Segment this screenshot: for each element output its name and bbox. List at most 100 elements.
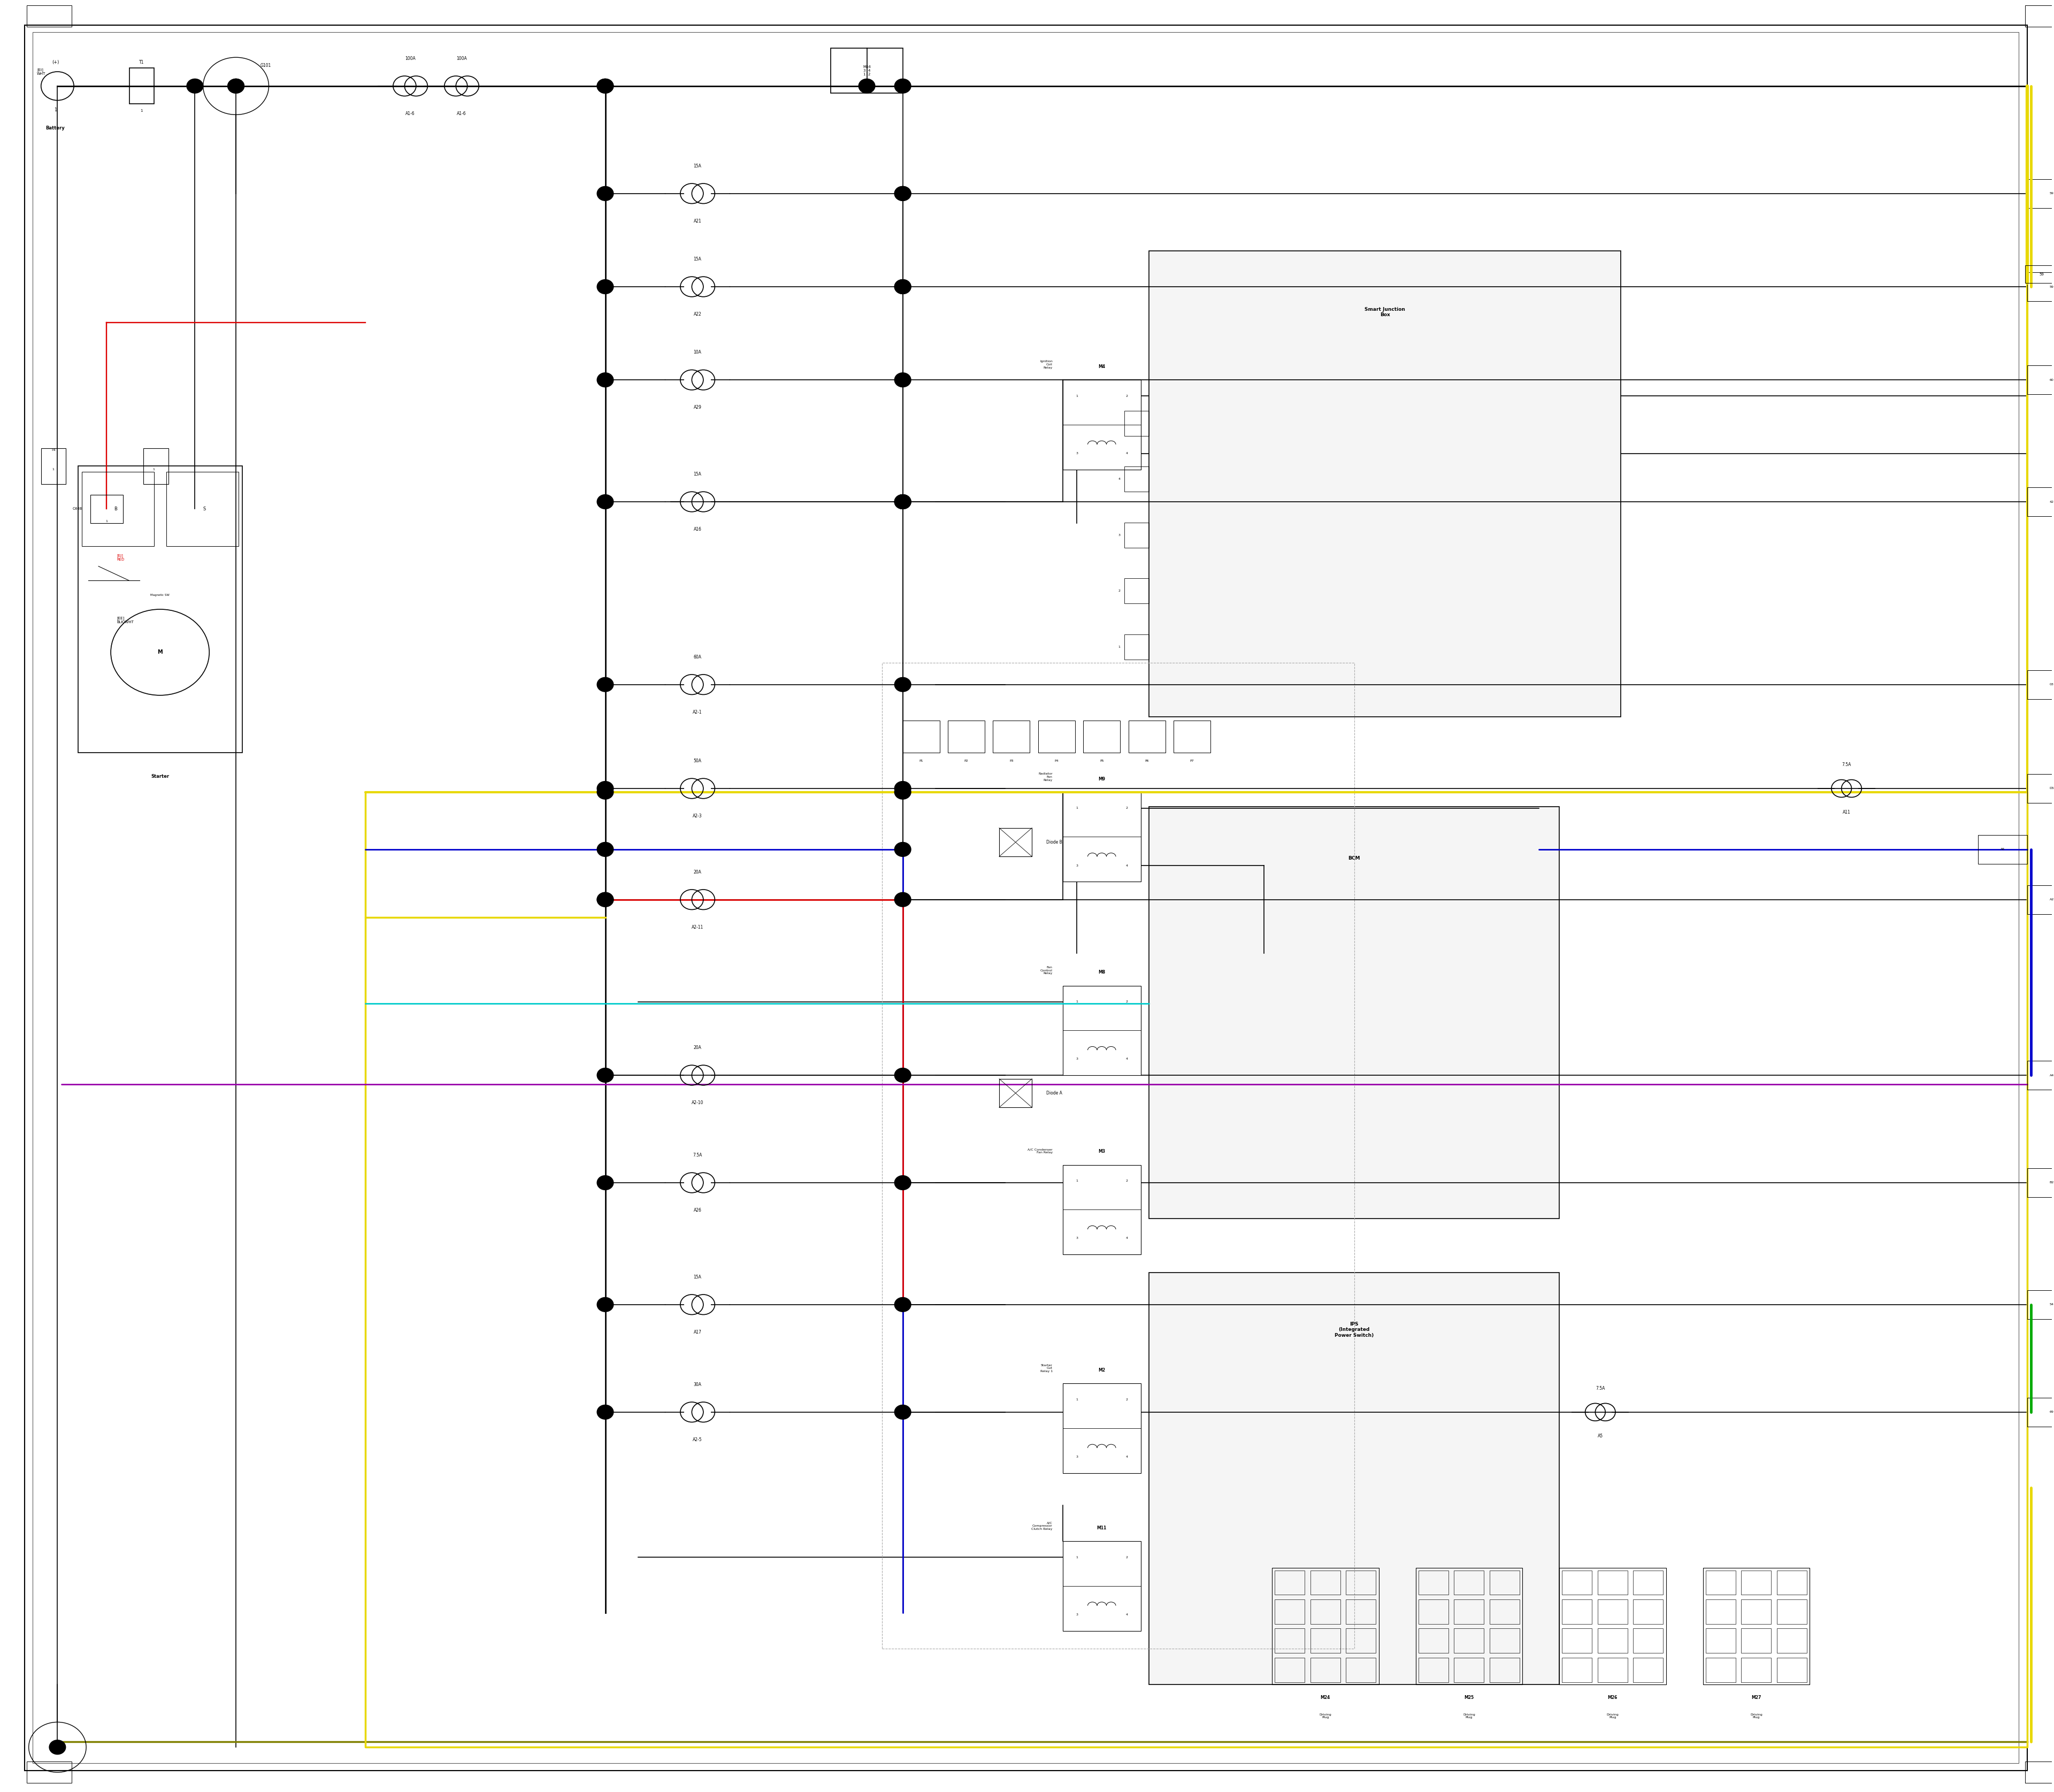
Bar	[1082, 720, 1119, 753]
Text: 69: 69	[2050, 1410, 2054, 1414]
Bar	[1454, 1600, 1483, 1624]
Circle shape	[896, 79, 910, 93]
Bar	[1703, 1568, 1810, 1684]
Bar	[1742, 1600, 1771, 1624]
Text: Ignition
Coil
Relay: Ignition Coil Relay	[1039, 360, 1052, 369]
Text: 2: 2	[1126, 394, 1128, 398]
Text: A2-11: A2-11	[692, 925, 705, 930]
Text: M: M	[158, 650, 162, 654]
Bar	[1310, 1629, 1341, 1652]
Bar	[1271, 1568, 1378, 1684]
Text: T4: T4	[51, 448, 55, 452]
Circle shape	[896, 781, 910, 796]
Bar	[1598, 1600, 1627, 1624]
Text: Driving
Plug: Driving Plug	[1319, 1713, 1331, 1719]
Text: P6: P6	[1144, 760, 1148, 762]
Text: B: B	[115, 507, 117, 511]
Text: 7.5A: 7.5A	[692, 1152, 702, 1158]
Bar	[1489, 1600, 1520, 1624]
Text: A21: A21	[694, 219, 702, 224]
Text: A4: A4	[2050, 1073, 2054, 1077]
Bar	[2027, 1398, 2054, 1426]
Text: P7: P7	[1189, 760, 1193, 762]
Text: M2: M2	[1099, 1367, 1105, 1373]
Text: 3: 3	[1076, 1057, 1078, 1061]
Text: BCM: BCM	[1347, 857, 1360, 860]
Bar	[1148, 251, 1621, 717]
Bar	[1124, 634, 1148, 659]
Bar	[1742, 1658, 1771, 1683]
Bar	[992, 720, 1029, 753]
Text: 50A: 50A	[694, 758, 702, 763]
Text: 15A: 15A	[694, 471, 702, 477]
Bar	[902, 720, 939, 753]
Bar	[1742, 1570, 1771, 1595]
Bar	[1705, 1570, 1736, 1595]
Circle shape	[896, 785, 910, 799]
Text: Driving
Plug: Driving Plug	[1750, 1713, 1762, 1719]
Text: 1: 1	[140, 109, 144, 113]
Text: 15A: 15A	[694, 256, 702, 262]
Circle shape	[896, 495, 910, 509]
Bar	[1563, 1658, 1592, 1683]
Bar	[2025, 1762, 2054, 1783]
Text: M25: M25	[1465, 1695, 1475, 1701]
Text: A1-6: A1-6	[456, 111, 466, 116]
Bar	[1128, 720, 1165, 753]
Bar	[1742, 1629, 1771, 1652]
Bar	[1310, 1570, 1341, 1595]
Text: A11: A11	[1842, 810, 1851, 815]
Bar	[1276, 1629, 1304, 1652]
Text: 1: 1	[1076, 1179, 1078, 1183]
Text: A26: A26	[694, 1208, 702, 1213]
Bar	[1062, 1165, 1140, 1254]
Text: A2-5: A2-5	[692, 1437, 702, 1443]
Text: A5: A5	[1598, 1434, 1602, 1439]
Text: Magnetic SW: Magnetic SW	[150, 593, 170, 597]
Bar	[998, 828, 1031, 857]
Text: 100A: 100A	[405, 56, 415, 61]
Text: M27: M27	[1752, 1695, 1760, 1701]
Text: 60: 60	[2050, 378, 2054, 382]
Bar	[1415, 1568, 1522, 1684]
Bar	[1563, 1600, 1592, 1624]
Text: 3: 3	[1076, 864, 1078, 867]
Text: P5: P5	[1099, 760, 1103, 762]
Bar	[1345, 1570, 1376, 1595]
Circle shape	[598, 1176, 614, 1190]
Text: Starter: Starter	[150, 774, 168, 780]
Circle shape	[896, 373, 910, 387]
Bar	[1978, 835, 2027, 864]
Text: 59: 59	[2050, 285, 2054, 289]
Text: 3: 3	[1076, 1236, 1078, 1240]
Bar	[1563, 1570, 1592, 1595]
Text: Diode A: Diode A	[1045, 1091, 1062, 1095]
Text: 20A: 20A	[694, 1045, 702, 1050]
Circle shape	[896, 1176, 910, 1190]
Text: 4: 4	[1126, 1057, 1128, 1061]
Bar	[1345, 1600, 1376, 1624]
Text: 4: 4	[1126, 452, 1128, 455]
Text: 4: 4	[1126, 864, 1128, 867]
Text: S: S	[203, 507, 205, 511]
Bar	[1633, 1658, 1664, 1683]
Bar	[998, 1079, 1031, 1107]
Bar	[2027, 272, 2054, 301]
Text: 54: 54	[2050, 1303, 2054, 1306]
Text: 2: 2	[1126, 806, 1128, 810]
Bar	[1454, 1629, 1483, 1652]
Text: Starter
Cut
Relay 1: Starter Cut Relay 1	[1039, 1364, 1052, 1373]
Circle shape	[896, 186, 910, 201]
Bar	[1419, 1600, 1448, 1624]
Bar	[90, 495, 123, 523]
Text: 3: 3	[1117, 534, 1119, 536]
Bar	[1598, 1629, 1627, 1652]
Text: 2: 2	[1126, 1555, 1128, 1559]
Text: M24: M24	[1321, 1695, 1331, 1701]
Circle shape	[598, 677, 614, 692]
Circle shape	[598, 280, 614, 294]
Text: 4: 4	[1117, 478, 1119, 480]
Bar	[1705, 1629, 1736, 1652]
Bar	[1276, 1658, 1304, 1683]
Text: 2: 2	[1126, 1179, 1128, 1183]
